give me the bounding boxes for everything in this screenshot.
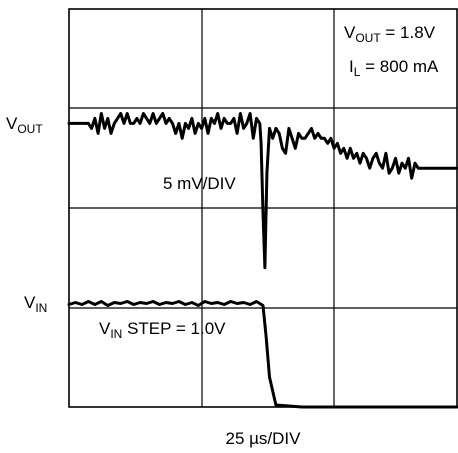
vout-scale-label: 5 mV/DIV <box>163 174 236 193</box>
graticule <box>68 8 458 408</box>
label-mask-top-right <box>336 17 454 83</box>
vout-trace <box>67 112 458 270</box>
x-axis-label: 25 µs/DIV <box>226 429 302 448</box>
vin-channel-label: VIN <box>24 293 47 315</box>
vin-step-label: VIN STEP = 1.0V <box>99 319 226 341</box>
vout-channel-label: VOUT <box>6 114 43 136</box>
vout-equation: VOUT = 1.8V <box>344 23 436 45</box>
vin-trace <box>67 300 458 409</box>
load-current-equation: IL = 800 mA <box>349 57 439 79</box>
